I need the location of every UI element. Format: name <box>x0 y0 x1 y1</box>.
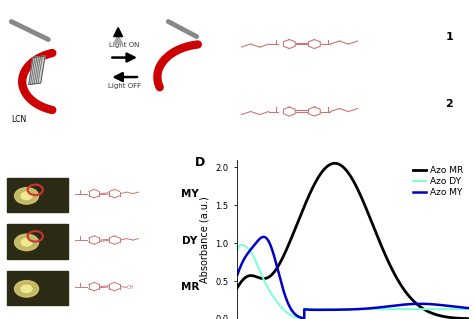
Azo MY <box>462 306 468 310</box>
Azo MY <box>261 235 266 239</box>
Y-axis label: Absorbance (a.u.): Absorbance (a.u.) <box>200 196 210 283</box>
Text: D: D <box>195 156 205 169</box>
Circle shape <box>15 281 38 297</box>
Text: OH: OH <box>127 285 135 290</box>
Circle shape <box>21 285 32 293</box>
Azo DY <box>234 249 240 253</box>
Azo MY <box>261 235 266 239</box>
Azo DY <box>462 307 468 311</box>
Azo MR <box>261 277 266 280</box>
Azo MY <box>466 306 472 310</box>
Legend: Azo MR, Azo DY, Azo MY: Azo MR, Azo DY, Azo MY <box>411 164 465 199</box>
Text: DY: DY <box>182 236 198 246</box>
Azo MY <box>437 303 443 307</box>
Circle shape <box>15 234 38 251</box>
Azo MY <box>323 308 329 312</box>
Text: MY: MY <box>181 189 199 199</box>
Line: Azo DY: Azo DY <box>237 245 469 319</box>
Polygon shape <box>114 27 122 37</box>
Line: Azo MY: Azo MY <box>237 237 469 318</box>
Azo MY <box>274 266 280 270</box>
Text: Light OFF: Light OFF <box>108 83 141 89</box>
Azo DY <box>301 317 307 319</box>
Text: LCN: LCN <box>11 115 27 124</box>
Azo MY <box>333 308 339 312</box>
Polygon shape <box>114 35 122 44</box>
Azo MR <box>462 317 468 319</box>
Line: Azo MR: Azo MR <box>237 163 469 319</box>
Bar <box>7 224 68 259</box>
Polygon shape <box>29 56 45 85</box>
Bar <box>7 178 68 212</box>
Azo MR <box>466 317 472 319</box>
Bar <box>7 271 68 305</box>
Azo DY <box>274 300 280 304</box>
Azo MY <box>301 316 307 319</box>
Azo MR <box>274 266 280 270</box>
Azo DY <box>333 307 339 311</box>
Azo DY <box>239 243 245 247</box>
Azo MR <box>234 286 240 290</box>
Circle shape <box>21 192 32 200</box>
Azo DY <box>261 277 266 281</box>
Text: MR: MR <box>181 282 199 292</box>
Azo DY <box>323 307 329 311</box>
Azo MR <box>323 166 329 169</box>
Text: 2: 2 <box>446 99 453 109</box>
Azo DY <box>466 307 472 311</box>
Circle shape <box>15 188 38 204</box>
Text: Light ON: Light ON <box>109 42 140 48</box>
Azo MR <box>332 161 337 165</box>
Azo DY <box>437 307 443 311</box>
Azo MR <box>437 314 443 317</box>
Text: 1: 1 <box>446 32 453 41</box>
Azo MY <box>234 274 240 278</box>
Circle shape <box>21 239 32 246</box>
Azo MR <box>333 161 339 165</box>
